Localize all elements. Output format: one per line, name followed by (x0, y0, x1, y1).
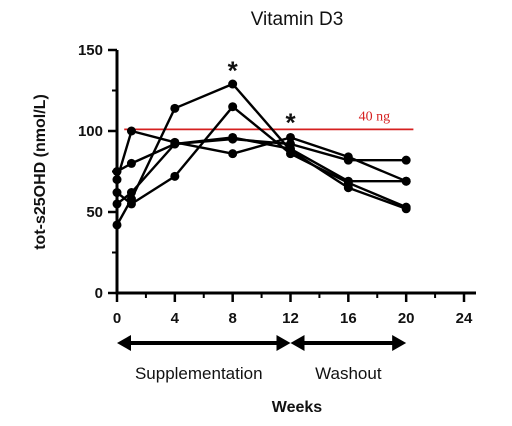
phase-arrow-head-left (117, 335, 131, 351)
y-axis-label: tot-s25OHD (nmol/L) (32, 94, 49, 250)
x-tick-label: 8 (228, 310, 236, 327)
series-group (112, 79, 411, 230)
x-tick-label: 16 (340, 310, 357, 327)
series-line-1 (115, 82, 407, 226)
series-line-3 (115, 129, 407, 183)
data-point (126, 126, 136, 136)
significance-marker: * (285, 107, 296, 137)
y-tick-label: 50 (86, 204, 103, 221)
x-axis-label: Weeks (272, 399, 323, 416)
phase-arrow-head-left (290, 335, 305, 351)
data-point (170, 139, 180, 149)
data-point (112, 167, 122, 176)
x-tick-label: 4 (171, 310, 180, 327)
data-point (401, 176, 411, 186)
data-point (343, 176, 353, 186)
data-point (286, 132, 295, 142)
data-point (401, 202, 411, 212)
y-tick-label: 150 (78, 42, 103, 59)
phase-arrow-head-right (392, 335, 407, 351)
data-point (286, 144, 295, 154)
annotations-group: ** (228, 55, 297, 137)
phase-label: Supplementation (135, 364, 263, 383)
chart-title: Vitamin D3 (251, 9, 344, 30)
phases-group: Supplementation Washout (117, 335, 407, 383)
data-point (228, 132, 238, 142)
x-tick-label: 20 (398, 310, 415, 327)
data-point (126, 199, 136, 209)
significance-marker: * (228, 55, 239, 85)
x-tick-label: 12 (282, 310, 299, 327)
reference-line-label: 40 ng (359, 109, 391, 124)
y-tick-label: 100 (78, 123, 103, 140)
data-point (112, 199, 122, 209)
data-point (112, 220, 122, 230)
x-tick-label: 24 (456, 310, 473, 327)
reference-line-group: 40 ng (124, 109, 414, 131)
axes: 0 50 100 150 0 4 8 12 16 20 24 (78, 42, 476, 327)
data-point (343, 155, 353, 165)
data-point (112, 175, 122, 185)
data-point (228, 102, 238, 112)
data-point (401, 155, 411, 165)
phase-arrow-head-right (276, 335, 291, 351)
data-point (126, 158, 136, 168)
x-tick-label: 0 (113, 310, 121, 327)
data-point (228, 149, 238, 159)
data-point (170, 103, 180, 113)
data-point (228, 79, 238, 89)
phase-label: Washout (315, 364, 382, 383)
data-point (126, 188, 136, 198)
data-point (170, 171, 180, 181)
data-point (112, 188, 122, 198)
y-tick-label: 0 (95, 285, 103, 302)
